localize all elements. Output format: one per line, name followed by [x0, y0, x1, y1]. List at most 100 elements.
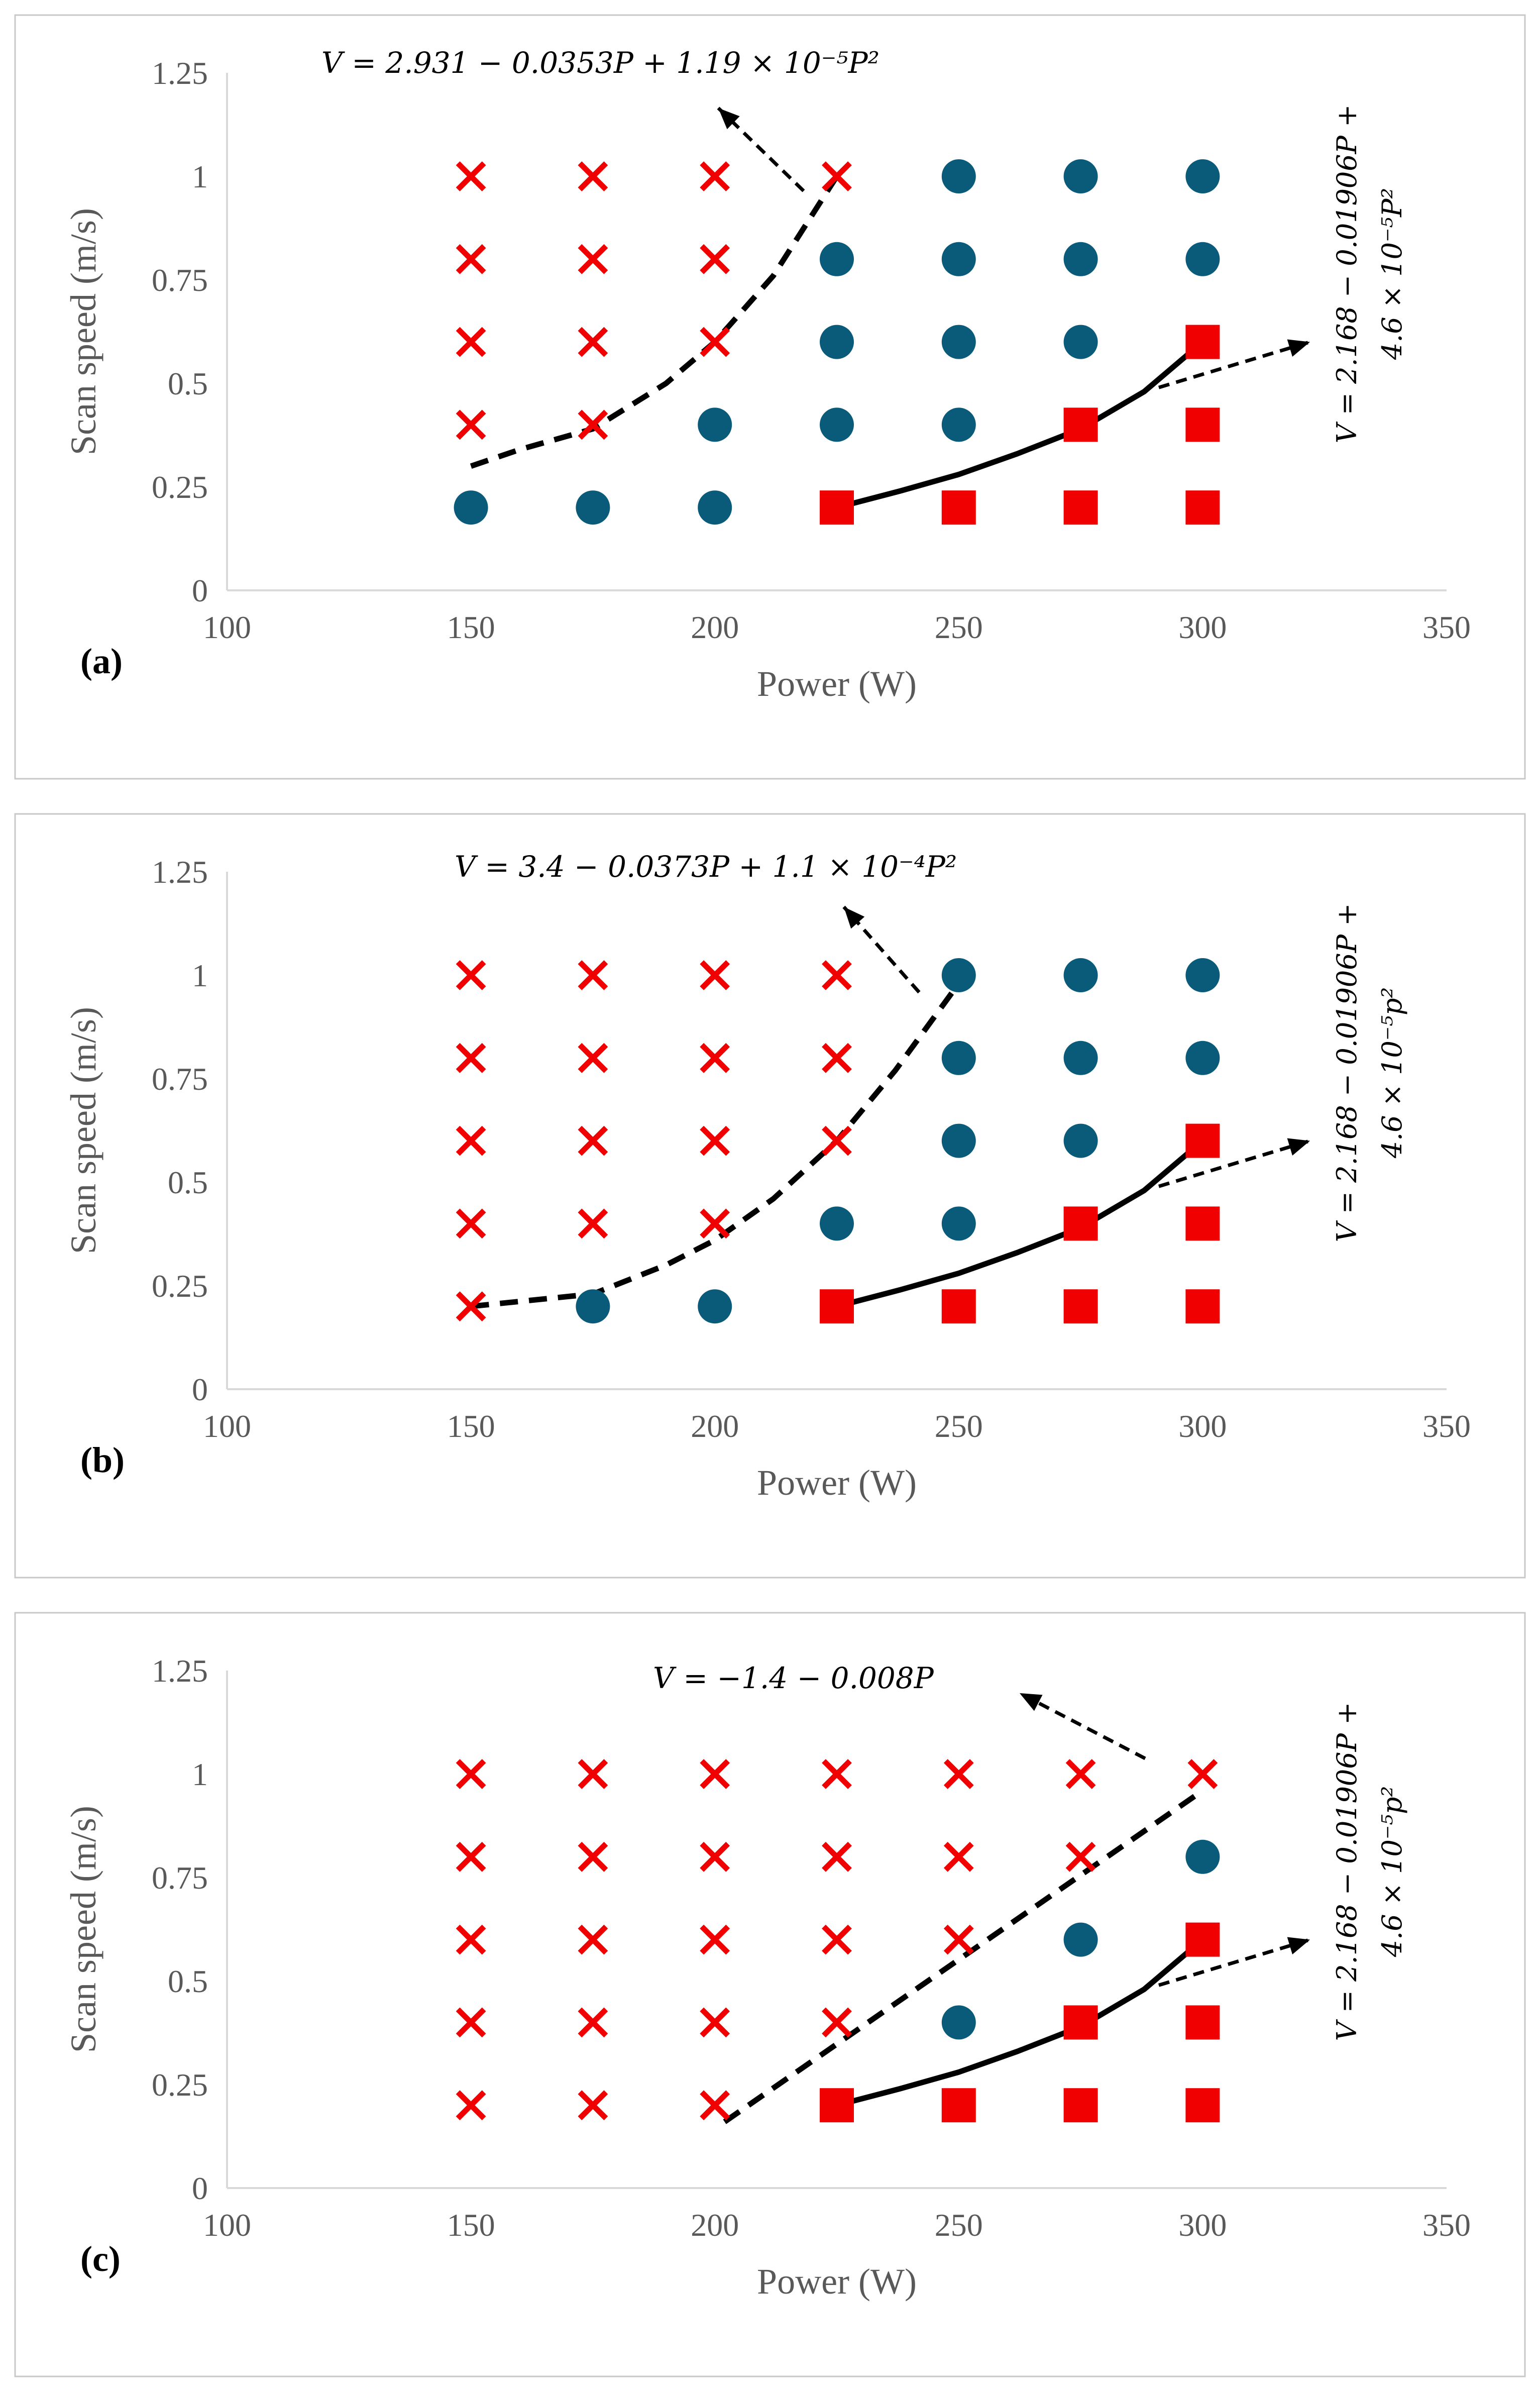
square-marker: [1063, 407, 1098, 442]
panel-label: (c): [80, 2239, 121, 2279]
cross-marker: [456, 1841, 486, 1872]
circle-marker: [698, 490, 732, 525]
cross-marker: [822, 1759, 852, 1789]
top-equation-arrow-head: [844, 907, 865, 929]
y-tick-label: 1: [192, 159, 208, 194]
y-tick-label: 0.25: [152, 2067, 208, 2103]
cross-marker: [578, 1841, 608, 1872]
cross-marker: [700, 2007, 730, 2038]
cross-marker: [700, 1208, 730, 1239]
circle-marker: [576, 490, 610, 525]
circle-marker: [454, 490, 488, 525]
y-tick-label: 0.5: [168, 1165, 208, 1200]
x-tick-label: 350: [1422, 1408, 1471, 1444]
circle-marker: [820, 407, 854, 442]
cross-marker: [456, 1759, 486, 1789]
circle-marker: [941, 1123, 976, 1158]
cross-marker: [822, 1043, 852, 1073]
square-marker: [1185, 2088, 1220, 2123]
cross-marker: [456, 1208, 486, 1239]
x-tick-label: 150: [447, 1408, 495, 1444]
square-marker: [1185, 1289, 1220, 1324]
top-equation-arrow-head: [718, 108, 740, 130]
cross-marker: [700, 960, 730, 990]
right-equation-line1: V = 2.168 − 0.01906P +: [1331, 105, 1363, 444]
y-tick-label: 0.25: [152, 469, 208, 505]
cross-marker: [456, 960, 486, 990]
circle-marker: [941, 407, 976, 442]
y-tick-label: 0: [192, 2170, 208, 2206]
cross-marker: [578, 327, 608, 357]
cross-marker: [700, 1043, 730, 1073]
circle-marker: [820, 1206, 854, 1241]
x-tick-label: 350: [1422, 609, 1471, 645]
cross-marker: [578, 2007, 608, 2038]
x-tick-label: 100: [203, 1408, 251, 1444]
y-tick-label: 1.25: [152, 854, 208, 890]
right-equation-arrow-head: [1287, 1138, 1310, 1156]
circle-marker: [941, 1041, 976, 1075]
y-tick-label: 1: [192, 958, 208, 993]
circle-marker: [1185, 1041, 1220, 1075]
circle-marker: [1063, 325, 1098, 359]
right-equation-line1: V = 2.168 − 0.01906P +: [1331, 903, 1363, 1242]
circle-marker: [1063, 159, 1098, 193]
x-tick-label: 200: [691, 609, 739, 645]
x-tick-label: 250: [935, 2207, 983, 2243]
y-tick-label: 0: [192, 1372, 208, 1407]
circle-marker: [1063, 1041, 1098, 1075]
dashed-boundary-line: [471, 982, 961, 1309]
cross-marker: [700, 2090, 730, 2121]
cross-marker: [700, 161, 730, 191]
circle-marker: [941, 958, 976, 992]
y-tick-label: 1.25: [152, 1653, 208, 1689]
square-marker: [1185, 407, 1220, 442]
cross-marker: [578, 1125, 608, 1156]
cross-marker: [822, 1924, 852, 1955]
y-tick-label: 1.25: [152, 55, 208, 91]
y-tick-label: 0.25: [152, 1268, 208, 1304]
dashed-boundary-line: [470, 175, 839, 469]
square-marker: [941, 1289, 976, 1324]
x-tick-label: 200: [691, 1408, 739, 1444]
cross-marker: [822, 1125, 852, 1156]
cross-marker: [700, 1759, 730, 1789]
square-marker: [1185, 1922, 1220, 1957]
cross-marker: [700, 1924, 730, 1955]
square-marker: [941, 2088, 976, 2123]
cross-marker: [456, 161, 486, 191]
cross-marker: [456, 1125, 486, 1156]
square-marker: [1185, 490, 1220, 525]
right-equation-line2: 4.6 × 10⁻⁵p²: [1376, 1786, 1408, 1958]
square-marker: [1185, 1123, 1220, 1158]
circle-marker: [1063, 958, 1098, 992]
cross-marker: [456, 1291, 486, 1322]
solid-boundary-line: [836, 1138, 1204, 1309]
chart-panel-1: 0 0.25 0.5 0.75 1 1.25 100 150 200 250 300 350 Power…: [14, 813, 1526, 1579]
x-tick-label: 200: [691, 2207, 739, 2243]
cross-marker: [456, 2007, 486, 2038]
circle-marker: [941, 242, 976, 276]
circle-marker: [698, 1289, 732, 1324]
square-marker: [1063, 1289, 1098, 1324]
square-marker: [1185, 1206, 1220, 1241]
right-equation-line2: 4.6 × 10⁻⁵P²: [1376, 188, 1408, 360]
panel-frame: [14, 813, 1526, 1579]
right-equation-arrow-head: [1287, 339, 1310, 357]
top-equation-arrow-head: [1020, 1693, 1043, 1711]
cross-marker: [578, 1043, 608, 1073]
square-marker: [941, 490, 976, 525]
cross-marker: [822, 2007, 852, 2038]
cross-marker: [1065, 1841, 1096, 1872]
circle-marker: [1185, 159, 1220, 193]
cross-marker: [700, 327, 730, 357]
circle-marker: [1185, 1839, 1220, 1874]
square-marker: [1063, 2005, 1098, 2040]
cross-marker: [456, 244, 486, 274]
y-tick-label: 1: [192, 1756, 208, 1792]
x-axis-title: Power (W): [757, 664, 917, 704]
solid-boundary-line: [836, 1937, 1204, 2108]
cross-marker: [578, 161, 608, 191]
circle-marker: [576, 1289, 610, 1324]
cross-marker: [700, 244, 730, 274]
